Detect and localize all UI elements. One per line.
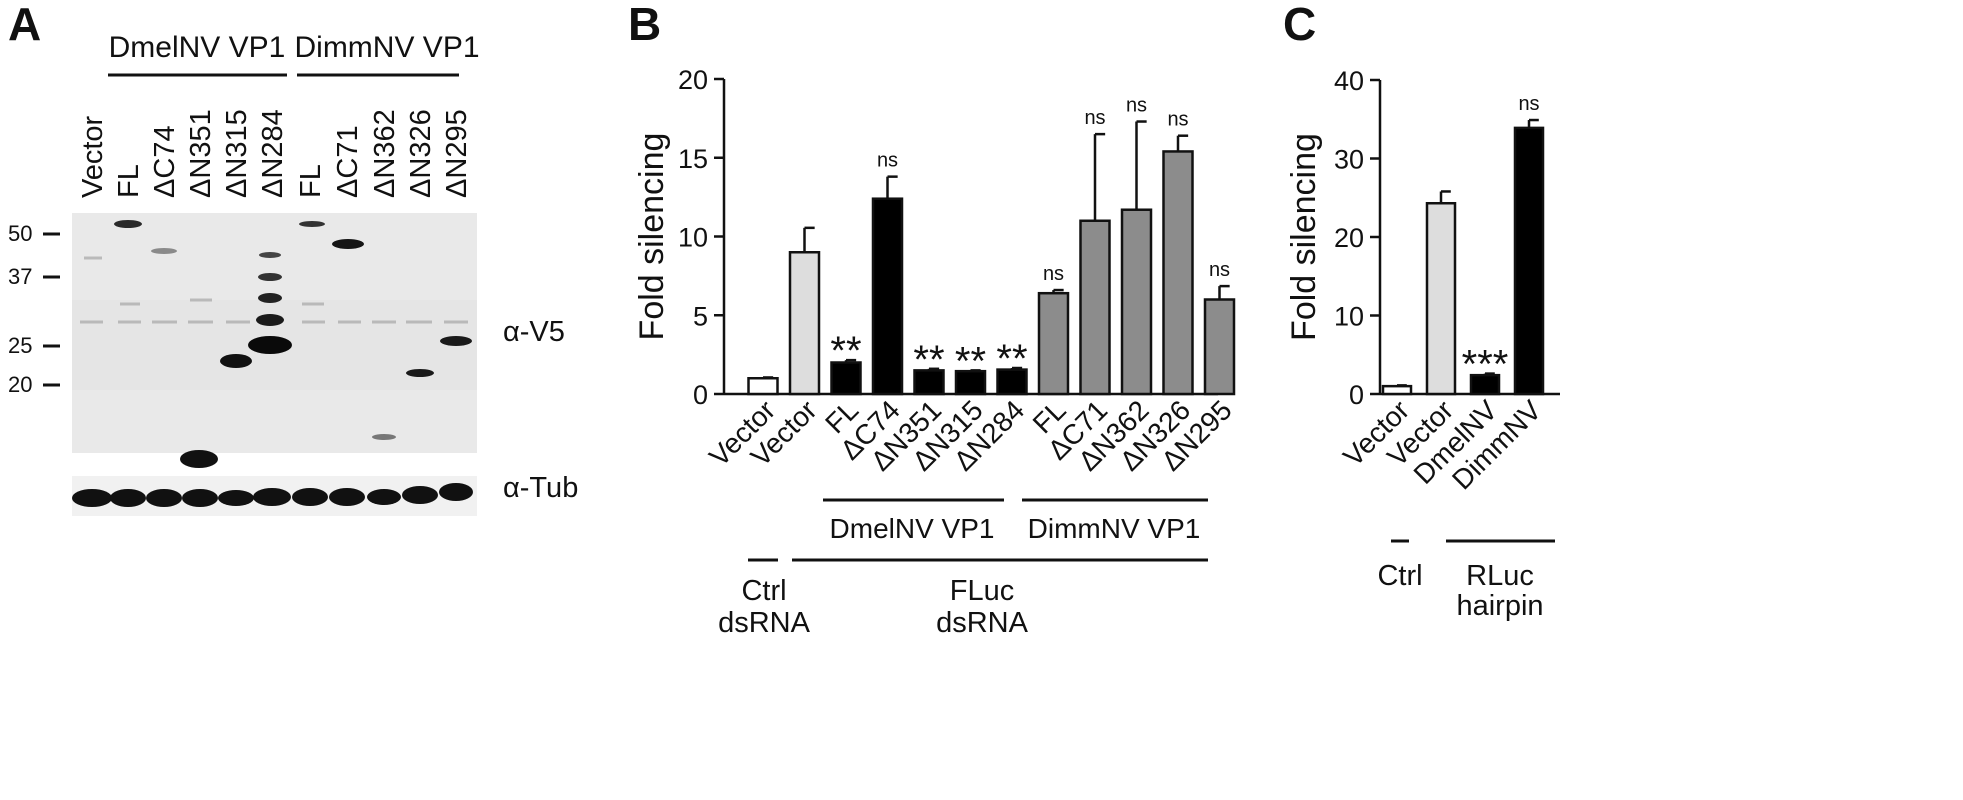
tub-blot-image [72,476,477,516]
chart-c-y-tick-label-10: 10 [1334,302,1364,332]
chart-b-bar-9-dc71 [1079,219,1111,396]
chart-b-bar-11-dn326 [1162,150,1194,396]
chart-b-significance-7: ** [996,337,1027,381]
chart-b-bar-2-vector [788,251,821,396]
antibody-label-v5: α-V5 [503,316,565,348]
chart-c-y-tick-label-0: 0 [1349,380,1364,410]
size-markers: 50 37 25 20 [8,221,60,397]
chart-c-bar-4-dimmnv [1513,126,1545,396]
chart-c-bar-1-vector [1381,384,1413,396]
v5-strong-bands [114,220,472,468]
marker-label-25: 25 [8,333,32,358]
blot-lane-label-4-dn351: ΔN351 [185,109,217,198]
blot-lane-label-1-vector: Vector [77,115,109,198]
chart-b-significance-10: ns [1126,95,1147,117]
blot-lane-label-7-fl: FL [295,164,327,198]
chart-b-y-tick-label-10: 10 [678,223,708,253]
chart-c-y-tick-label-40: 40 [1334,66,1364,96]
chart-c-y-axis-label: Fold silencing [1285,133,1323,341]
panel-a-letter: A [8,0,41,50]
chart-c-y-tick-label-30: 30 [1334,145,1364,175]
band-dmel-dn351 [180,450,218,468]
marker-label-20: 20 [8,372,32,397]
band-dmel-dn315 [220,354,252,368]
chart-b-y-tick-label-15: 15 [678,144,708,174]
chart-b-group-label-dmel: DmelNV VP1 [830,513,995,544]
band-dmel-dc74 [151,248,177,254]
blot-lane-label-10-dn326: ΔN326 [405,109,437,198]
v5-faint-bands [80,256,468,324]
chart-b-y-tick-label-5: 5 [693,301,708,331]
panel-c-letter: C [1283,0,1316,50]
blot-lane-label-8-dc71: ΔC71 [332,125,364,198]
band-dimm-dn295 [440,336,472,346]
band-dmel-dn284-3 [258,293,282,303]
blot-lane-label-3-dc74: ΔC74 [149,125,181,198]
chart-b-significance-11: ns [1167,109,1188,131]
tub-bands [72,483,473,507]
chart-b-bottom-fluc: FLuc [950,575,1014,607]
antibody-label-tub: α-Tub [503,472,578,504]
marker-label-37: 37 [8,264,32,289]
chart-c-bottom-hairpin: hairpin [1456,590,1543,622]
chart-c-significance-4: ns [1518,93,1539,115]
chart-b-y-axis-label: Fold silencing [633,133,671,341]
band-dimm-dn362 [372,434,396,440]
chart-b-bar-7-dn284 [996,368,1028,396]
band-dimm-dn326 [406,369,434,377]
chart-b-significance-4: ns [877,150,898,172]
blot-group-label-dmel: DmelNV VP1 [109,31,286,64]
chart-b-significance-9: ns [1084,107,1105,129]
band-dmel-dn284-4 [258,273,282,281]
blot-lane-labels: Vector FL ΔC74 ΔN351 ΔN315 ΔN284 FL ΔC71 ΔN362 ΔN… [77,109,473,198]
chart-b-bar-1-vector [747,377,779,396]
chart-c-bottom-rluc: RLuc [1466,560,1534,592]
band-dimm-dc71 [332,239,364,249]
chart-b-bottom-dsrna-2: dsRNA [936,607,1029,639]
chart-b-significance-6: ** [955,339,986,383]
band-dimm-fl [299,221,325,227]
blot-lane-label-2-fl: FL [113,164,145,198]
chart-b-significance-3: ** [830,329,861,373]
blot-lane-label-11-dn295: ΔN295 [441,109,473,198]
band-dmel-fl [114,220,142,228]
chart-b-y-tick-label-20: 20 [678,65,708,95]
chart-b-bottom-dsrna-1: dsRNA [718,607,811,639]
chart-b-bottom-ctrl: Ctrl [741,575,786,607]
panel-a: A DmelNV VP1 DimmNV VP1 Vector FL ΔC74 ΔN35… [8,0,578,516]
chart-c-y-tick-label-20: 20 [1334,223,1364,253]
chart-b-bar-10-dn362 [1120,208,1153,396]
chart-b-bar-12-dn295 [1203,298,1236,396]
chart-b-significance-8: ns [1043,263,1064,285]
chart-c-bar-2-vector [1425,201,1457,396]
blot-lane-label-9-dn362: ΔN362 [369,109,401,198]
chart-b-bar-3-fl [830,361,862,396]
band-dmel-dn284-main [248,336,292,354]
chart-b-y-tick-label-0: 0 [693,380,708,410]
chart-b-bar-4-dc74 [871,197,904,396]
chart-b-group-label-dimm: DimmNV VP1 [1028,513,1201,544]
marker-label-50: 50 [8,221,32,246]
chart-c-bottom-ctrl: Ctrl [1377,560,1422,592]
chart-b-significance-12: ns [1209,259,1230,281]
band-dmel-dn284-5 [259,252,281,258]
v5-blot-image [72,213,477,468]
chart-b-significance-5: ** [913,338,944,382]
blot-lane-label-5-dn315: ΔN315 [221,109,253,198]
chart-c-significance-3: *** [1462,343,1509,387]
chart-b-bar-8-fl [1037,291,1070,396]
band-dmel-dn284-2 [256,314,284,326]
blot-lane-label-6-dn284: ΔN284 [257,109,289,198]
blot-group-label-dimm: DimmNV VP1 [294,31,479,64]
panel-b-letter: B [628,0,661,50]
